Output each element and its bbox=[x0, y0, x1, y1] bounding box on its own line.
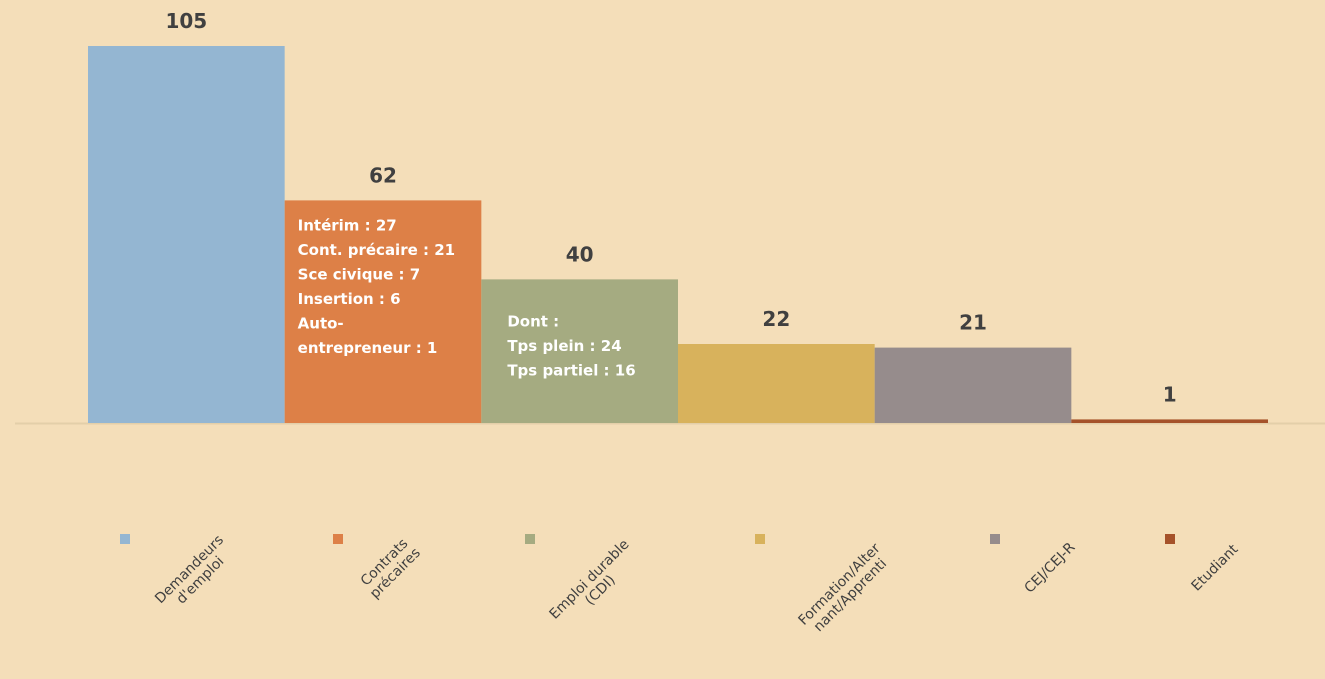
bar-annotation: Tps plein : 24 bbox=[507, 337, 621, 355]
legend-swatch bbox=[525, 534, 535, 544]
legend-swatch bbox=[990, 534, 1000, 544]
bar-annotation: Tps partiel : 16 bbox=[507, 362, 635, 380]
legend-swatch bbox=[120, 534, 130, 544]
legend-swatch bbox=[333, 534, 343, 544]
value-label: 62 bbox=[369, 163, 397, 187]
legend-swatch bbox=[755, 534, 765, 544]
bar-annotation: entrepreneur : 1 bbox=[298, 339, 438, 357]
bar bbox=[88, 46, 285, 423]
bar bbox=[481, 279, 678, 423]
bar-annotation: Dont : bbox=[507, 313, 559, 331]
value-label: 22 bbox=[762, 307, 790, 331]
bar-annotation: Intérim : 27 bbox=[298, 216, 397, 234]
bar-annotation: Sce civique : 7 bbox=[298, 265, 421, 283]
value-label: 105 bbox=[165, 9, 207, 33]
bar-annotation: Cont. précaire : 21 bbox=[298, 241, 455, 259]
value-label: 40 bbox=[566, 242, 594, 266]
value-label: 1 bbox=[1163, 382, 1177, 406]
value-label: 21 bbox=[959, 311, 987, 335]
bar-annotation: Insertion : 6 bbox=[298, 290, 401, 308]
bar bbox=[678, 344, 875, 423]
bar bbox=[284, 200, 482, 423]
bar-annotation: Auto- bbox=[298, 314, 344, 332]
legend-swatch bbox=[1165, 534, 1175, 544]
bar bbox=[1071, 419, 1268, 423]
bar bbox=[874, 347, 1072, 423]
